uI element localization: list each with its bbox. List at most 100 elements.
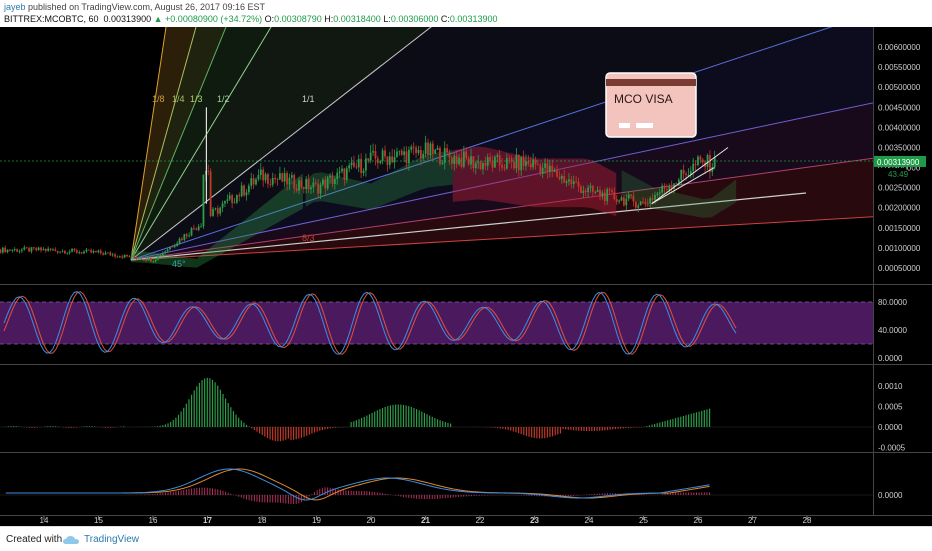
candle-body xyxy=(627,194,630,199)
candle-body xyxy=(152,261,155,263)
candle-body xyxy=(336,172,339,180)
candle-body xyxy=(252,178,255,185)
candle-body xyxy=(169,246,171,250)
candle-body xyxy=(687,174,690,176)
close-label: C: xyxy=(440,14,450,24)
candle-body xyxy=(28,248,30,252)
candle-body xyxy=(546,163,549,172)
candle-body xyxy=(147,258,150,261)
candle-body xyxy=(713,156,716,168)
candle-body xyxy=(190,228,193,236)
price-axes[interactable]: 0.00600000 0.00550000 0.00500000 0.00450000… xyxy=(874,43,926,500)
gann-fan-label: 45° xyxy=(172,259,186,269)
author-link[interactable]: jayeb xyxy=(4,2,26,12)
candle-body xyxy=(529,163,532,168)
candle-body xyxy=(606,189,609,202)
time-axis[interactable]: 14 15 16 17 18 19 20 21 22 23 24 25 26 27 28 xyxy=(40,516,812,525)
candle-body xyxy=(0,249,2,253)
candle-body xyxy=(161,252,164,256)
candle-body xyxy=(310,187,312,190)
candle-body xyxy=(673,183,675,189)
gann-fan-ray xyxy=(130,27,227,261)
candle-body xyxy=(138,258,140,260)
macd-panel[interactable] xyxy=(0,468,873,505)
stoch-tick: 80.0000 xyxy=(878,298,907,307)
candle-body xyxy=(608,189,611,191)
candle-body xyxy=(250,178,253,186)
candle-body xyxy=(405,151,408,164)
candle-body xyxy=(694,163,697,165)
candle-body xyxy=(441,162,444,164)
candle-body xyxy=(601,192,604,197)
candle-body xyxy=(279,173,281,180)
candle-body xyxy=(240,185,243,197)
candle-body xyxy=(193,228,195,230)
candle-body xyxy=(709,155,711,172)
candle-body xyxy=(59,251,62,253)
candle-body xyxy=(324,179,327,189)
candle-body xyxy=(269,183,272,185)
macd-tick: 0.0000 xyxy=(878,491,903,500)
candle-body xyxy=(231,195,234,204)
stoch-tick: 0.0000 xyxy=(878,354,903,363)
tradingview-cloud-icon xyxy=(63,536,79,544)
candle-body xyxy=(197,226,200,230)
candle-body xyxy=(448,152,451,158)
histogram-panel[interactable] xyxy=(0,377,873,442)
candle-body xyxy=(118,256,121,258)
cloud-bullish xyxy=(305,150,453,210)
gann-fan-ray xyxy=(130,27,272,261)
candle-body xyxy=(362,170,365,173)
hist-tick: 0.0005 xyxy=(878,403,903,412)
candle-body xyxy=(52,249,54,251)
symbol-line: BITTREX:MCOBTC, 60 0.00313900 ▲ +0.00080… xyxy=(4,14,497,24)
time-tick-label: 18 xyxy=(258,516,267,525)
candle-body xyxy=(228,195,231,200)
candle-body xyxy=(501,164,503,168)
candle-body xyxy=(6,249,9,253)
candle-body xyxy=(219,207,222,214)
candle-body xyxy=(4,247,7,253)
candle-body xyxy=(596,190,599,192)
time-tick-label: 17 xyxy=(203,516,212,525)
candle-body xyxy=(13,249,16,251)
candle-body xyxy=(18,250,21,252)
tradingview-link[interactable]: TradingView xyxy=(84,534,140,545)
chart-canvas[interactable]: 1/8 1/4 1/3 1/2 1/145°8/3 MCO VISA 14 15 16 17 1… xyxy=(0,27,932,526)
publish-text: published on TradingView.com, August 26,… xyxy=(28,2,266,12)
price-tick: 0.00550000 xyxy=(878,63,921,72)
panel-separators xyxy=(0,27,932,516)
price-panel[interactable]: 1/8 1/4 1/3 1/2 1/1 45° 8/3 MCO VISA xyxy=(0,27,932,269)
candle-body xyxy=(587,187,589,193)
candle-body xyxy=(90,250,93,253)
card-dash-left xyxy=(619,123,630,128)
chart-header: jayeb published on TradingView.com, Augu… xyxy=(0,0,932,27)
candle-body xyxy=(369,152,372,161)
candle-body xyxy=(314,182,317,184)
candle-body xyxy=(140,258,143,260)
candle-body xyxy=(496,155,499,157)
stoch-rsi-panel[interactable] xyxy=(0,291,873,355)
candle-body xyxy=(484,163,487,166)
support-trendline xyxy=(130,192,807,261)
candle-body xyxy=(145,260,148,261)
gann-fan-label: 1/8 xyxy=(152,94,165,104)
candle-body xyxy=(403,151,406,155)
candle-body xyxy=(455,155,458,165)
time-tick-label: 23 xyxy=(530,516,539,525)
candle-body xyxy=(393,156,396,163)
time-tick-label: 28 xyxy=(803,516,812,525)
candle-body xyxy=(35,248,38,251)
candle-body xyxy=(658,192,661,194)
card-text: MCO VISA xyxy=(614,92,673,106)
candle-body xyxy=(159,255,162,257)
candle-body xyxy=(123,254,126,258)
wedge-upper-line xyxy=(651,147,729,205)
candle-body xyxy=(78,252,81,253)
candle-body xyxy=(271,177,274,185)
candle-body xyxy=(508,158,511,159)
candle-body xyxy=(128,256,131,258)
candle-body xyxy=(472,156,475,169)
candle-body xyxy=(116,256,119,258)
price-tick: 0.00500000 xyxy=(878,83,921,92)
